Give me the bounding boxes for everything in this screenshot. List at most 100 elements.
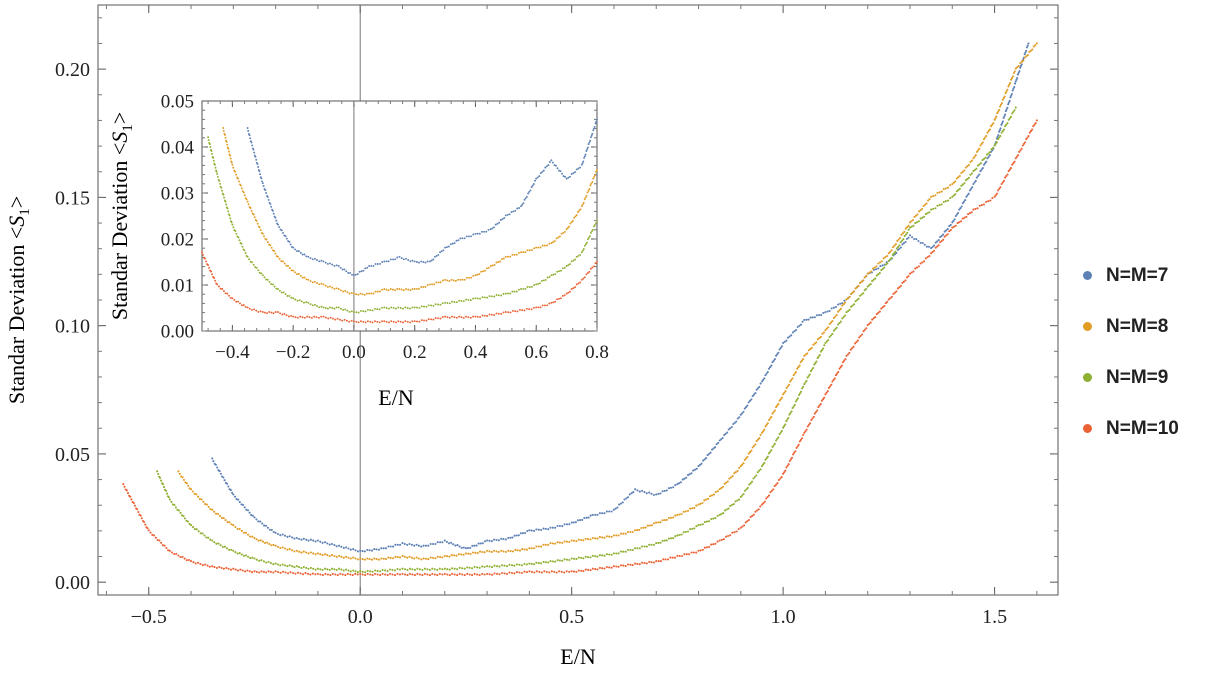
inset-point-series-3: [569, 263, 571, 266]
main-point-n-m-8: [955, 177, 958, 180]
main-point-n-m-8: [530, 547, 533, 550]
main-point-n-m-8: [779, 398, 782, 401]
main-point-n-m-10: [998, 187, 1001, 190]
main-point-n-m-9: [491, 566, 494, 569]
inset-point-series-4: [490, 313, 493, 316]
legend-item-n10[interactable]: N=M=10: [1083, 403, 1179, 454]
main-point-n-m-9: [247, 555, 250, 558]
inset-point-series-2: [579, 208, 582, 211]
inset-point-series-3: [216, 173, 219, 175]
inset-point-series-2: [422, 286, 425, 288]
main-point-n-m-9: [705, 520, 709, 523]
legend-item-n7[interactable]: N=M=7: [1083, 250, 1179, 301]
main-point-n-m-9: [572, 557, 576, 560]
main-point-n-m-7: [811, 316, 814, 319]
main-point-n-m-8: [714, 490, 717, 494]
main-point-n-m-7: [657, 492, 660, 495]
main-point-n-m-9: [841, 317, 844, 320]
main-point-n-m-7: [226, 482, 229, 485]
main-point-n-m-7: [558, 524, 561, 528]
main-point-n-m-10: [777, 478, 780, 482]
inset-point-series-2: [383, 288, 386, 290]
main-point-n-m-10: [805, 428, 808, 431]
main-point-n-m-10: [724, 535, 728, 538]
main-point-n-m-10: [1005, 174, 1008, 178]
main-point-n-m-7: [272, 530, 275, 534]
legend-label-n8: N=M=8: [1106, 315, 1169, 337]
main-point-n-m-7: [638, 490, 641, 493]
inset-point-series-3: [546, 276, 549, 279]
inset-point-series-3: [430, 304, 433, 307]
main-point-n-m-7: [815, 314, 818, 317]
main-point-n-m-10: [863, 328, 866, 331]
main-point-n-m-8: [682, 510, 685, 513]
main-point-n-m-9: [267, 560, 270, 563]
main-point-n-m-9: [780, 429, 783, 433]
inset-point-series-4: [221, 288, 224, 290]
main-point-n-m-8: [848, 295, 851, 298]
main-point-n-m-7: [509, 536, 512, 539]
inset-point-series-3: [580, 251, 583, 254]
main-point-n-m-7: [939, 236, 942, 239]
main-point-n-m-7: [925, 245, 928, 248]
main-point-n-m-9: [853, 303, 856, 306]
inset-point-series-3: [213, 163, 216, 166]
main-point-n-m-8: [589, 538, 592, 541]
inset-point-series-4: [308, 316, 311, 319]
main-point-n-m-10: [125, 489, 128, 492]
inset-point-series-4: [292, 315, 295, 318]
main-point-n-m-7: [535, 528, 538, 531]
main-point-n-m-7: [818, 314, 821, 317]
main-point-n-m-8: [951, 182, 954, 186]
main-point-n-m-8: [197, 495, 200, 498]
main-point-n-m-8: [333, 554, 336, 558]
main-point-n-m-7: [758, 385, 761, 388]
main-point-n-m-8: [370, 558, 374, 561]
inset-point-series-3: [583, 244, 586, 247]
main-point-n-m-10: [594, 568, 597, 571]
inset-point-series-1: [522, 202, 525, 205]
main-point-n-m-10: [251, 571, 254, 574]
inset-point-series-3: [493, 295, 496, 298]
main-point-n-m-8: [839, 307, 842, 310]
main-point-n-m-8: [189, 488, 193, 491]
inset-point-series-2: [499, 260, 502, 263]
main-point-n-m-10: [787, 463, 790, 466]
inset-point-series-2: [433, 283, 436, 286]
main-point-n-m-10: [915, 266, 919, 269]
inset-point-series-4: [441, 316, 444, 318]
inset-point-series-3: [585, 241, 588, 244]
legend-item-n9[interactable]: N=M=9: [1083, 352, 1179, 403]
main-point-n-m-8: [857, 284, 860, 287]
inset-point-series-2: [230, 161, 233, 164]
main-point-n-m-9: [650, 543, 653, 546]
main-point-n-m-10: [181, 555, 184, 558]
inset-point-series-3: [309, 303, 312, 306]
inset-point-series-1: [474, 232, 477, 235]
main-point-n-m-9: [776, 437, 779, 440]
inset-point-series-3: [579, 253, 582, 256]
main-point-n-m-10: [659, 560, 662, 563]
main-point-n-m-8: [791, 377, 794, 380]
main-point-n-m-7: [998, 129, 1001, 132]
inset-point-series-2: [439, 281, 442, 284]
main-point-n-m-8: [693, 506, 696, 509]
main-point-n-m-7: [486, 539, 489, 542]
main-point-n-m-8: [195, 493, 198, 496]
main-point-n-m-10: [695, 551, 698, 554]
main-point-n-m-9: [396, 567, 399, 571]
main-point-n-m-9: [205, 536, 208, 539]
inset-point-series-3: [212, 156, 215, 159]
main-point-n-m-10: [673, 556, 677, 559]
main-point-n-m-7: [709, 451, 712, 454]
inset-point-series-3: [311, 304, 314, 307]
main-point-n-m-9: [421, 568, 424, 571]
inset-point-series-3: [231, 223, 234, 226]
inset-point-series-4: [411, 320, 414, 323]
main-point-n-m-7: [1015, 78, 1018, 81]
legend-item-n8[interactable]: N=M=8: [1083, 301, 1179, 352]
inset-point-series-1: [368, 265, 371, 267]
inset-y-axis-label-s: S: [107, 132, 132, 143]
main-point-n-m-7: [1014, 80, 1017, 83]
main-point-n-m-7: [1016, 76, 1019, 80]
